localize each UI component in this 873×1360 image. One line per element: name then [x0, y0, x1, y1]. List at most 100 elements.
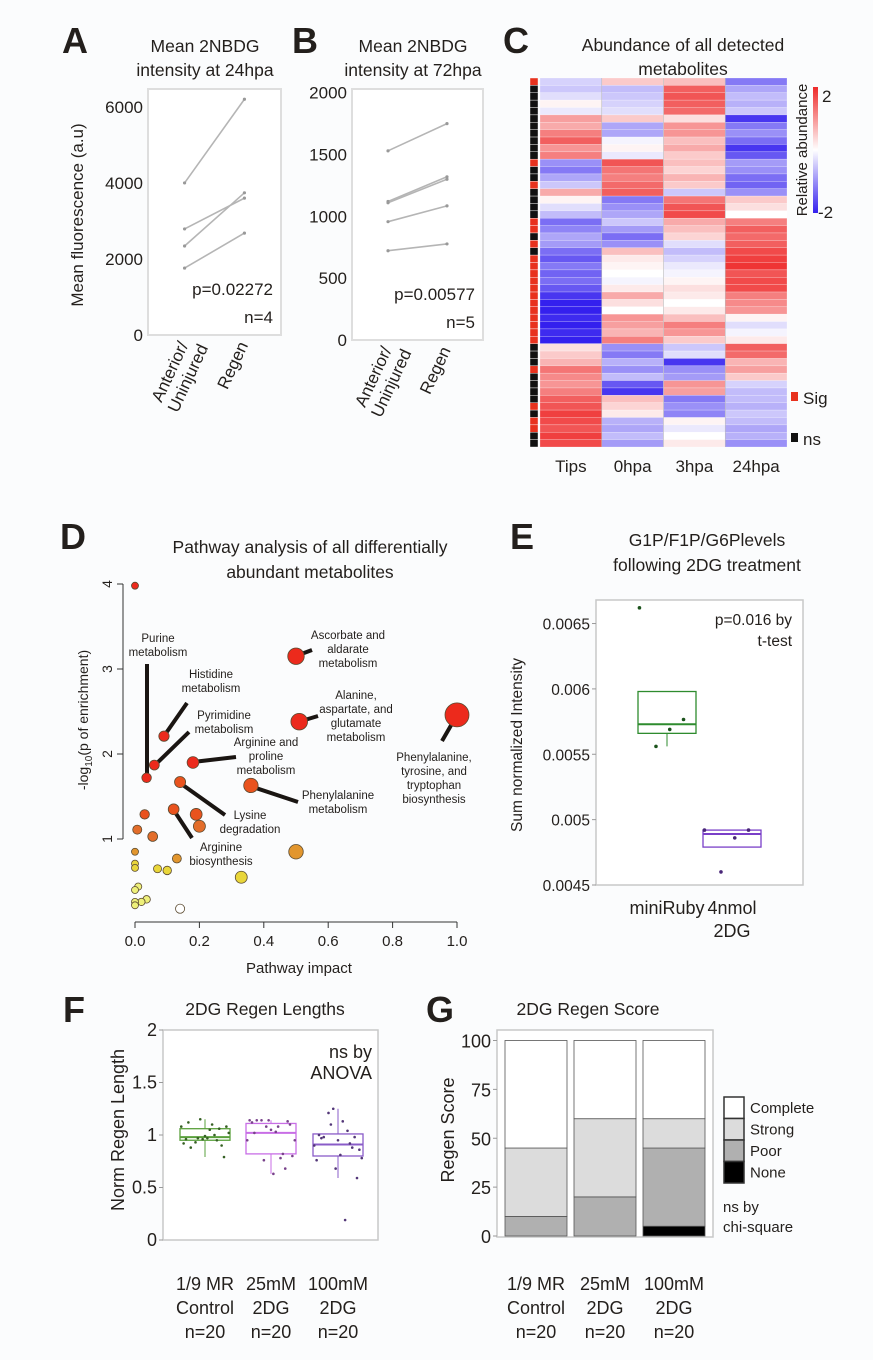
data-point [189, 1146, 193, 1149]
data-point [274, 1130, 278, 1134]
legend-label: Poor [750, 1143, 782, 1160]
column-label: 0hpa [614, 457, 652, 476]
n-annotation: n=4 [244, 308, 273, 327]
x-tick-label: n=20 [318, 1322, 359, 1342]
significance-cell [529, 151, 539, 160]
panel-label-b: B [292, 20, 318, 61]
bar-segment-strong [573, 1118, 637, 1198]
data-point [386, 201, 390, 205]
heatmap-cell [539, 107, 602, 116]
paired-line [387, 178, 448, 204]
heatmap-cell [539, 277, 602, 285]
p-value-annotation: p=0.00577 [394, 285, 475, 304]
bar-segment-poor [642, 1147, 706, 1227]
x-tick-label: 25mM [580, 1274, 630, 1294]
x-tick-label: 0.8 [382, 933, 403, 950]
heatmap-cell [663, 77, 726, 86]
heatmap-cell [663, 217, 726, 226]
annotation-leader-line [152, 730, 191, 768]
data-point [242, 97, 247, 101]
pathway-point [158, 730, 170, 742]
bar-segment-strong [642, 1118, 706, 1149]
data-point [276, 1125, 280, 1128]
pathway-point [131, 886, 139, 894]
heatmap-cell [663, 328, 726, 337]
data-point [348, 1142, 352, 1145]
n-annotation: n=5 [446, 313, 475, 332]
data-point [206, 1136, 209, 1140]
x-tick-label: 25mM [246, 1274, 296, 1294]
heatmap-cell [601, 372, 664, 381]
bar-segment-strong [504, 1147, 568, 1217]
heatmap-cell [663, 92, 726, 101]
data-point [667, 727, 672, 732]
x-tick-label: n=20 [516, 1322, 557, 1342]
colorbar-min-label: -2 [818, 203, 833, 222]
legend-swatch-strong [723, 1117, 745, 1141]
legend-swatch-ns [791, 433, 798, 442]
heatmap-cell [539, 269, 602, 278]
x-tick-label: 4nmol [707, 898, 756, 918]
heatmap-cell [725, 424, 788, 433]
legend-label: Strong [750, 1122, 794, 1139]
chart-title-a-line1: Mean 2NBDG [151, 36, 260, 56]
heatmap-cell [663, 114, 726, 123]
chart-title-a-line2: intensity at 24hpa [136, 60, 273, 80]
data-point [334, 1167, 337, 1170]
heatmap-cell [601, 232, 664, 241]
heatmap-cell [725, 217, 788, 226]
heatmap-cell [539, 299, 602, 308]
data-point [222, 1155, 226, 1159]
colorbar-title: Relative abundance [794, 84, 811, 217]
significance-cell [529, 395, 539, 403]
heatmap-cell [539, 114, 602, 123]
data-point [746, 828, 751, 832]
heatmap-cell [539, 417, 602, 426]
data-point [355, 1176, 359, 1180]
data-point [291, 1154, 294, 1158]
heatmap-cell [539, 350, 602, 359]
heatmap-cell [725, 387, 788, 396]
x-tick-label-group: Anterior/Uninjured [351, 343, 415, 420]
heatmap-cell [725, 77, 788, 86]
chart-title-b-line1: Mean 2NBDG [359, 36, 468, 56]
significance-cell [529, 181, 539, 189]
chart-title-e-line2: following 2DG treatment [613, 555, 801, 575]
pathway-point [290, 712, 308, 731]
data-point [182, 244, 187, 248]
heatmap-cell [601, 173, 664, 182]
heatmap-cell [725, 240, 788, 248]
heatmap-cell [663, 195, 726, 204]
heatmap-cell [601, 439, 664, 448]
heatmap-cell [663, 358, 726, 367]
box [245, 1122, 297, 1155]
heatmap-cell [725, 166, 788, 175]
heatmap-cell [663, 350, 726, 359]
heatmap-cell [601, 144, 664, 153]
y-tick-label: 0 [134, 326, 143, 345]
data-point [329, 1123, 333, 1126]
data-point [201, 1137, 204, 1141]
heatmap-cell [601, 313, 664, 322]
heatmap-cell [539, 372, 602, 381]
heatmap-cell [539, 210, 602, 219]
y-tick-label: 4 [99, 580, 115, 588]
heatmap-cell [663, 284, 726, 293]
x-tick-label: 0.2 [189, 933, 210, 950]
y-tick-label: 0 [481, 1227, 491, 1247]
heatmap-cell [663, 107, 726, 116]
panel-label-e: E [510, 516, 534, 557]
heatmap-cell [663, 306, 726, 315]
heatmap-cell [663, 254, 726, 263]
pathway-point [131, 864, 139, 872]
y-tick-label: 2000 [309, 84, 347, 103]
data-point [196, 1136, 200, 1140]
heatmap-cell [725, 247, 788, 256]
panel-label-c: C [503, 20, 529, 61]
significance-cell [529, 232, 539, 241]
heatmap-cell [663, 291, 726, 300]
bar-segment-complete [504, 1040, 568, 1149]
significance-cell [529, 373, 539, 381]
heatmap-cell [663, 409, 726, 418]
data-point [253, 1131, 256, 1135]
